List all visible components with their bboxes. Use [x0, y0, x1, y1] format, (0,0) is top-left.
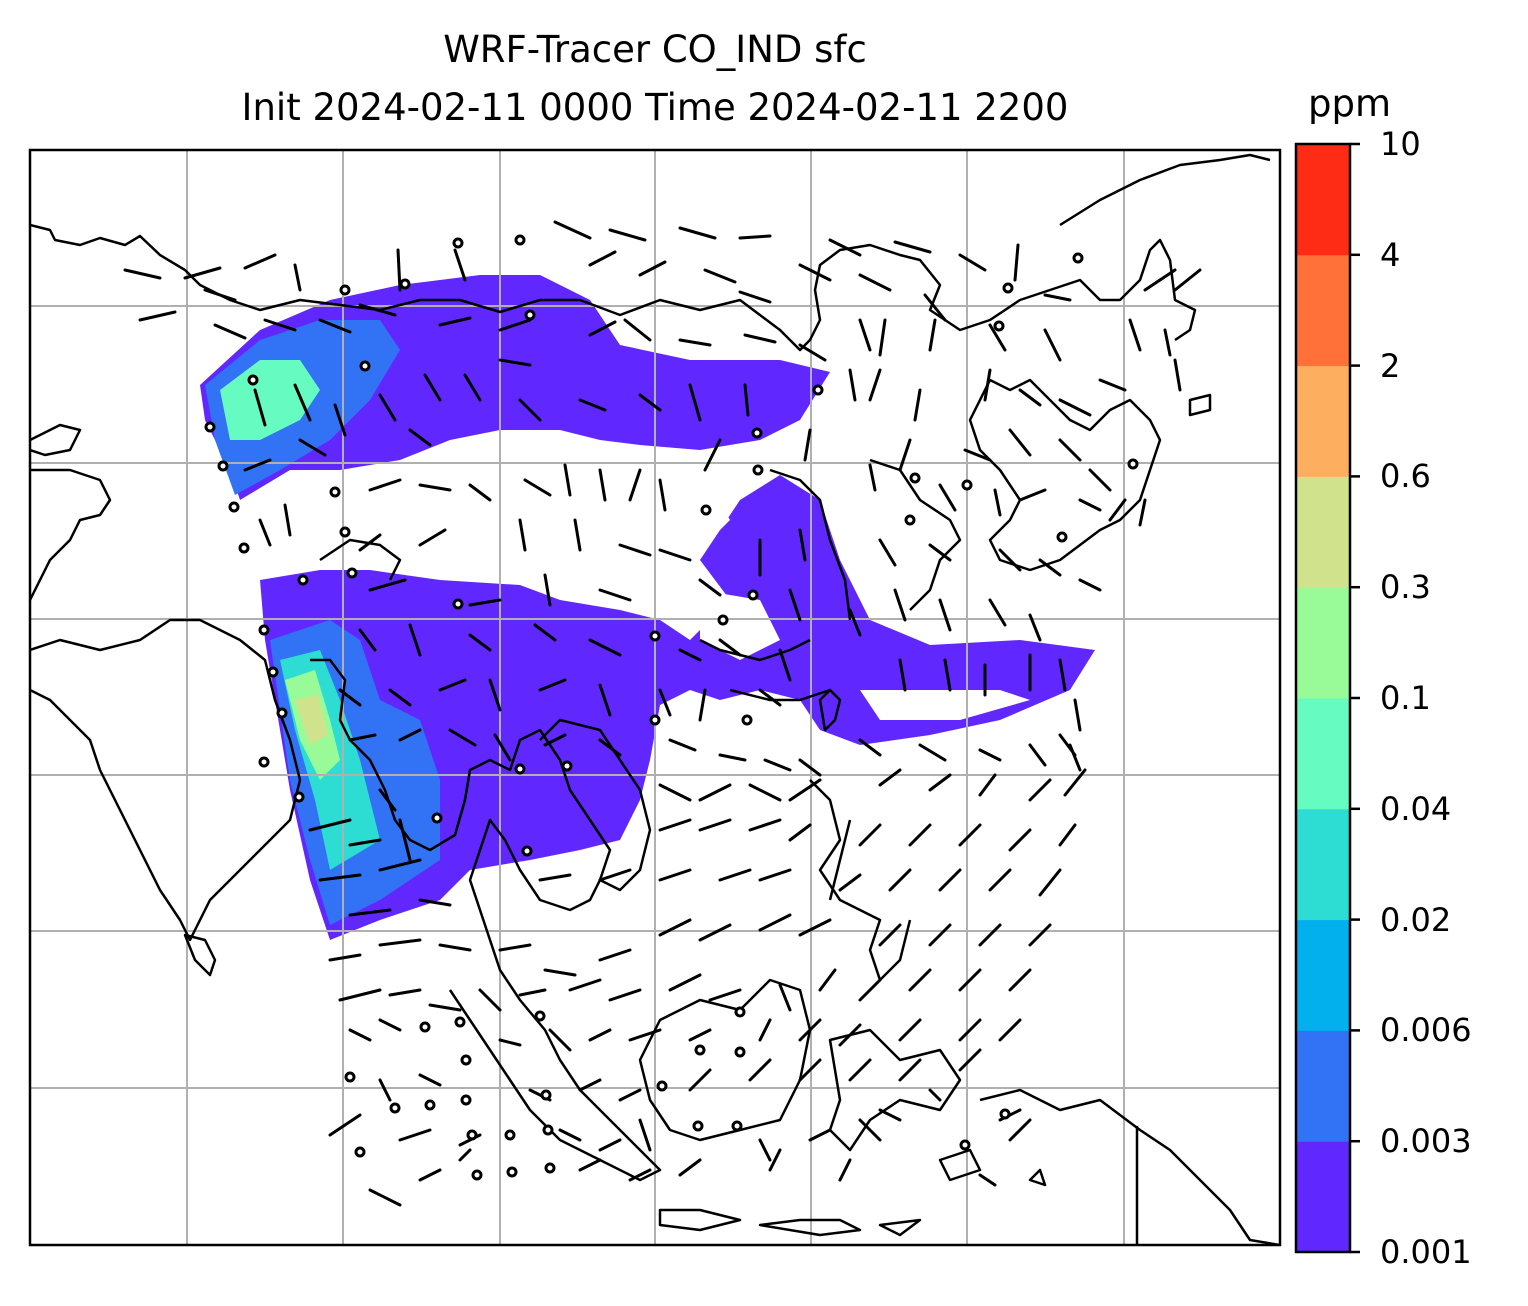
- colorbar-segment: [1296, 144, 1350, 256]
- colorbar-tick-label: 4: [1380, 235, 1401, 274]
- tracer-lower-layer-4: [220, 360, 320, 440]
- map-title: WRF-Tracer CO_IND sfc: [443, 28, 867, 71]
- colorbar-tick-label: 0.3: [1380, 568, 1431, 607]
- tracer-peak: [295, 695, 328, 745]
- colorbar-segment: [1296, 1141, 1350, 1253]
- colorbar-segment: [1296, 698, 1350, 810]
- colorbar-segment: [1296, 476, 1350, 588]
- colorbar-segment: [1296, 365, 1350, 477]
- coastlines: [30, 153, 1280, 1245]
- wind-barbs: [123, 220, 1202, 1207]
- map-subtitle: Init 2024-02-11 0000 Time 2024-02-11 220…: [241, 86, 1069, 129]
- colorbar-tick-label: 0.001: [1380, 1233, 1472, 1271]
- colorbar-segment: [1296, 254, 1350, 367]
- tracer-area-central: [260, 475, 1095, 940]
- colorbar-tick-label: 0.006: [1380, 1011, 1472, 1050]
- colorbar-tick-label: 0.02: [1380, 900, 1452, 939]
- calm-wind-circles: [204, 234, 1139, 1181]
- colorbar-segment: [1296, 808, 1350, 921]
- colorbar-unit-label: ppm: [1308, 82, 1392, 125]
- colorbar-tick-label: 0.1: [1380, 679, 1431, 717]
- map-frame: [28, 148, 1282, 1247]
- colorbar-tick-label: 0.003: [1380, 1122, 1472, 1161]
- tracer-gaps: [520, 470, 1030, 720]
- tracer-field: [200, 275, 1095, 940]
- colorbar-tick-label: 10: [1380, 125, 1421, 163]
- colorbar-tick-label: 0.6: [1380, 457, 1431, 496]
- colorbar-segment: [1296, 587, 1350, 699]
- colorbar: [1294, 142, 1360, 1254]
- colorbar-tick-label: 2: [1380, 346, 1401, 385]
- gridlines: [30, 150, 1280, 1245]
- colorbar-segment: [1296, 919, 1350, 1031]
- colorbar-tick-label: 0.04: [1380, 789, 1452, 828]
- colorbar-segment: [1296, 1030, 1350, 1142]
